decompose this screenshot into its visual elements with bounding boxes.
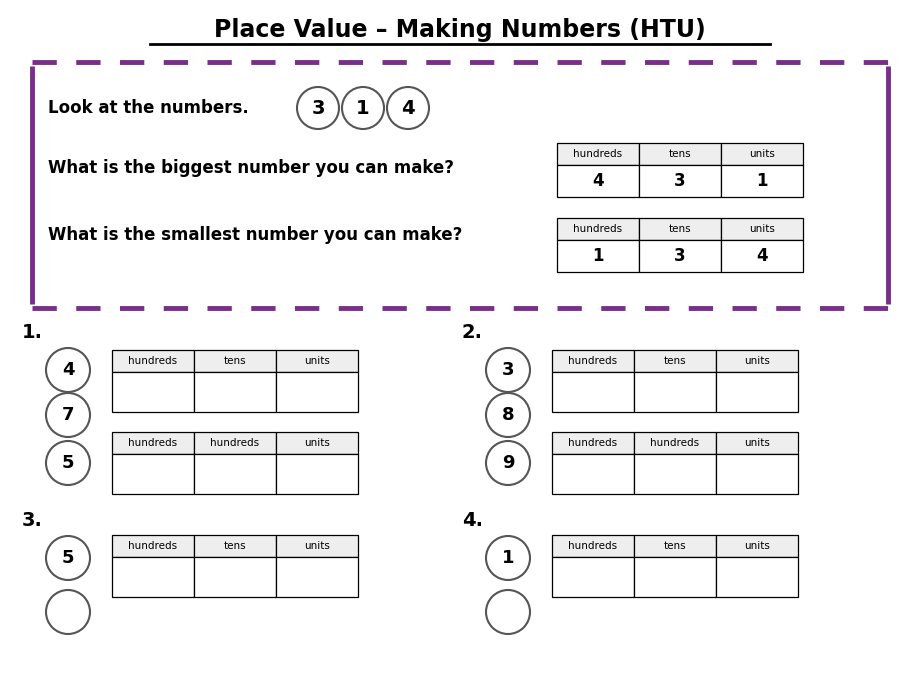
Bar [551, 454, 633, 494]
Text: tens: tens [668, 224, 690, 234]
Text: 8: 8 [501, 406, 514, 424]
Bar [194, 454, 276, 494]
Text: 1: 1 [501, 549, 514, 567]
Text: 9: 9 [501, 454, 514, 472]
Bar [633, 557, 715, 597]
Bar [112, 432, 194, 454]
Text: hundreds: hundreds [573, 149, 622, 159]
Text: units: units [304, 356, 330, 366]
Bar [194, 350, 276, 372]
Text: units: units [748, 149, 774, 159]
Bar [720, 240, 802, 272]
Bar [720, 218, 802, 240]
Bar [551, 350, 633, 372]
Bar [720, 143, 802, 165]
Bar [276, 432, 357, 454]
Text: hundreds: hundreds [573, 224, 622, 234]
Bar [715, 350, 797, 372]
Text: tens: tens [668, 149, 690, 159]
Text: 1.: 1. [22, 324, 43, 342]
Text: hundreds: hundreds [129, 438, 177, 448]
Bar [715, 535, 797, 557]
Bar [633, 432, 715, 454]
Text: Look at the numbers.: Look at the numbers. [48, 99, 248, 117]
Bar [715, 432, 797, 454]
Text: 3: 3 [674, 247, 685, 265]
Text: What is the smallest number you can make?: What is the smallest number you can make… [48, 226, 462, 244]
Text: units: units [304, 438, 330, 448]
Bar [276, 535, 357, 557]
Text: tens: tens [223, 356, 246, 366]
Bar [112, 535, 194, 557]
Text: units: units [743, 438, 769, 448]
Text: 4: 4 [62, 361, 74, 379]
Bar [112, 350, 194, 372]
Bar [639, 240, 720, 272]
Text: 7: 7 [62, 406, 74, 424]
Text: What is the biggest number you can make?: What is the biggest number you can make? [48, 159, 453, 177]
Text: hundreds: hundreds [129, 356, 177, 366]
Text: units: units [304, 541, 330, 551]
Bar [112, 557, 194, 597]
Text: 2.: 2. [461, 324, 482, 342]
Text: 5: 5 [62, 549, 74, 567]
Bar [194, 432, 276, 454]
Text: 4: 4 [401, 99, 414, 118]
Bar [551, 535, 633, 557]
Text: units: units [743, 541, 769, 551]
Bar [551, 557, 633, 597]
Bar [715, 372, 797, 412]
Text: hundreds: hundreds [650, 438, 698, 448]
Text: Place Value – Making Numbers (HTU): Place Value – Making Numbers (HTU) [214, 18, 705, 42]
Bar [633, 535, 715, 557]
Text: 3: 3 [311, 99, 324, 118]
Bar [715, 557, 797, 597]
Bar [720, 165, 802, 197]
Bar [194, 557, 276, 597]
Bar [112, 372, 194, 412]
Bar [556, 240, 639, 272]
Bar [551, 432, 633, 454]
Bar [715, 454, 797, 494]
Text: units: units [743, 356, 769, 366]
Bar [556, 165, 639, 197]
Bar [633, 454, 715, 494]
Bar [194, 535, 276, 557]
Bar [112, 454, 194, 494]
Bar [633, 372, 715, 412]
Text: 1: 1 [755, 172, 767, 190]
Text: 4.: 4. [461, 511, 482, 530]
Bar [194, 372, 276, 412]
Text: tens: tens [663, 541, 686, 551]
Text: 4: 4 [592, 172, 603, 190]
Bar [556, 218, 639, 240]
Text: hundreds: hundreds [129, 541, 177, 551]
Bar [639, 218, 720, 240]
Text: 3: 3 [674, 172, 685, 190]
Bar [639, 143, 720, 165]
Text: 1: 1 [592, 247, 603, 265]
Text: tens: tens [663, 356, 686, 366]
Text: 4: 4 [755, 247, 767, 265]
Bar [551, 372, 633, 412]
Text: 3: 3 [501, 361, 514, 379]
Bar [556, 143, 639, 165]
Text: tens: tens [223, 541, 246, 551]
Bar [633, 350, 715, 372]
Bar [276, 350, 357, 372]
Text: hundreds: hundreds [568, 356, 617, 366]
Text: hundreds: hundreds [568, 438, 617, 448]
Text: 1: 1 [356, 99, 369, 118]
Text: units: units [748, 224, 774, 234]
Text: 5: 5 [62, 454, 74, 472]
Bar [639, 165, 720, 197]
Bar [276, 454, 357, 494]
Text: 3.: 3. [22, 511, 43, 530]
Bar [276, 372, 357, 412]
Text: hundreds: hundreds [568, 541, 617, 551]
Text: hundreds: hundreds [210, 438, 259, 448]
Bar [276, 557, 357, 597]
